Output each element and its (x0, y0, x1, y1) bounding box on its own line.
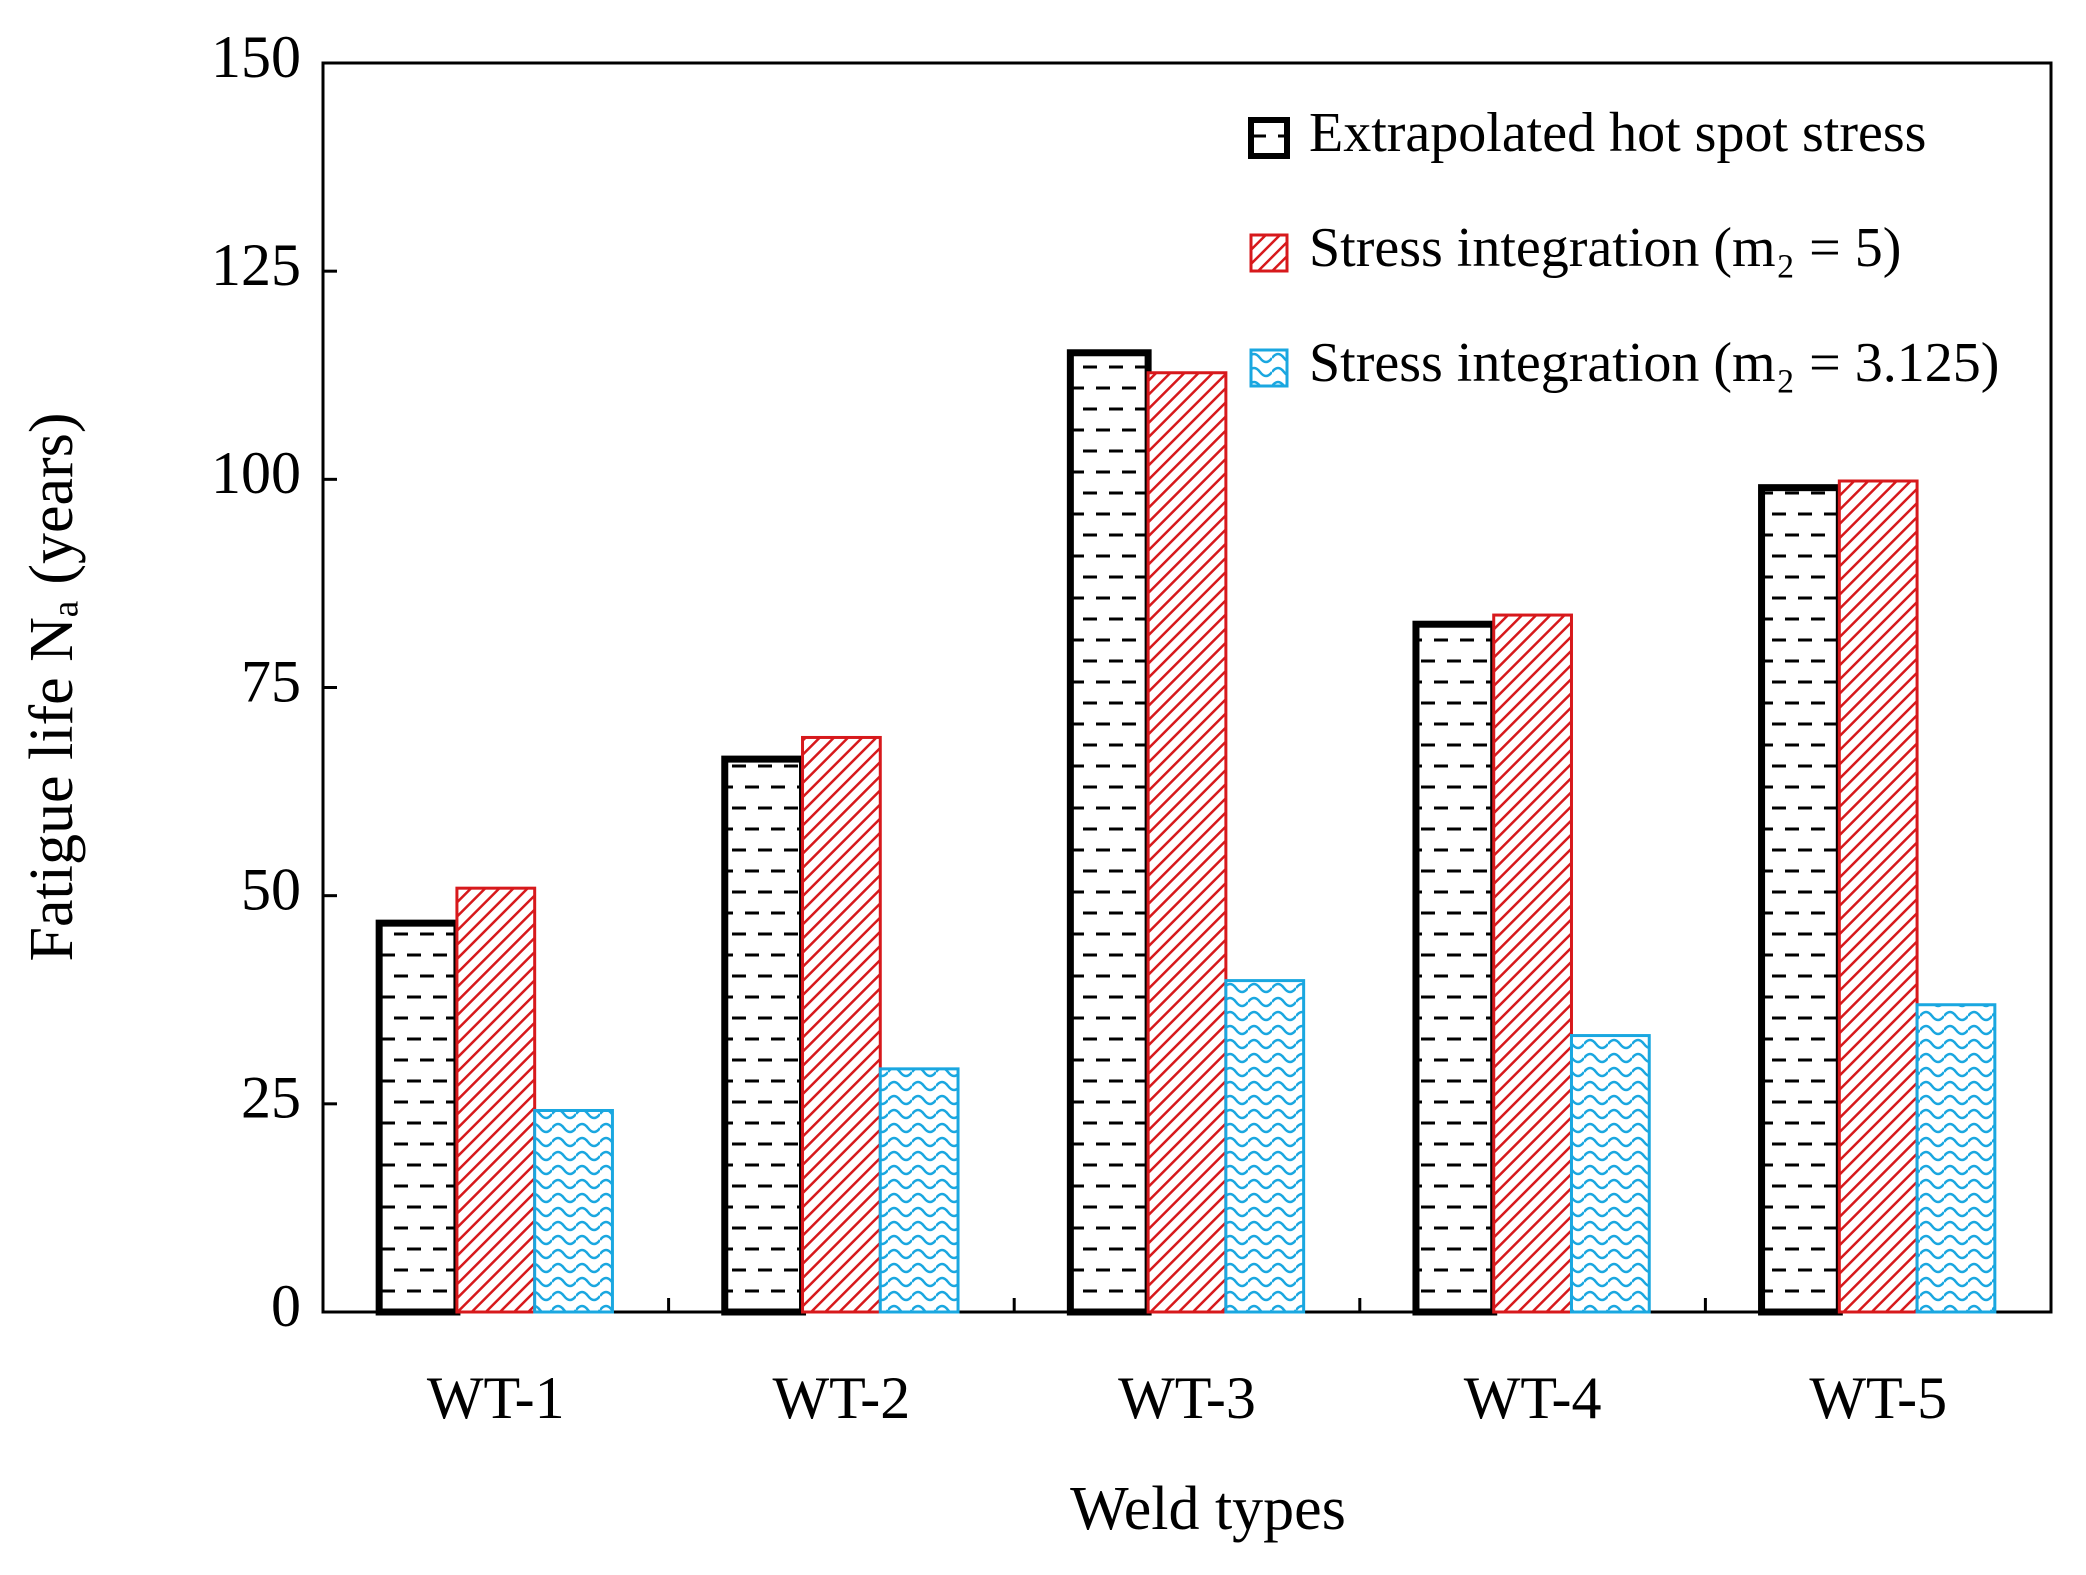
bar (533, 1108, 614, 1314)
x-tick-label: WT-5 (1809, 1365, 1947, 1431)
legend-label: Stress integration (m₂ = 5) (1309, 217, 1901, 279)
bar (1915, 1003, 1997, 1314)
legend-swatch (1249, 348, 1289, 388)
bar (1412, 620, 1498, 1316)
y-tick-label: 100 (211, 440, 301, 506)
y-tick-label: 0 (271, 1273, 301, 1339)
x-tick-label: WT-4 (1464, 1365, 1602, 1431)
legend-swatch (1249, 233, 1289, 273)
bar (1492, 613, 1573, 1314)
y-tick-label: 50 (241, 856, 301, 922)
legend-label: Stress integration (m₂ = 3.125) (1309, 332, 1999, 394)
bar (1837, 479, 1919, 1314)
bar (801, 735, 882, 1314)
bar (1224, 979, 1306, 1314)
y-tick-label: 125 (211, 232, 301, 298)
y-tick-label: 25 (241, 1065, 301, 1131)
bar (455, 886, 537, 1314)
x-tick-label: WT-1 (427, 1365, 565, 1431)
legend-label: Extrapolated hot spot stress (1309, 102, 1926, 164)
x-tick-label: WT-2 (773, 1365, 911, 1431)
y-tick-label: 75 (241, 648, 301, 714)
bar (1758, 484, 1843, 1316)
bar (721, 755, 807, 1316)
y-tick-label: 150 (211, 24, 301, 90)
bar (878, 1067, 960, 1314)
x-tick-label: WT-3 (1118, 1365, 1256, 1431)
bar (1066, 349, 1152, 1316)
bar (1569, 1034, 1651, 1314)
bar (1146, 371, 1228, 1314)
y-axis-label: Fatigue life Nₐ (years) (18, 413, 86, 962)
x-axis-label: Weld types (1070, 1475, 1346, 1543)
bar (375, 919, 461, 1316)
legend-swatch (1248, 117, 1290, 159)
